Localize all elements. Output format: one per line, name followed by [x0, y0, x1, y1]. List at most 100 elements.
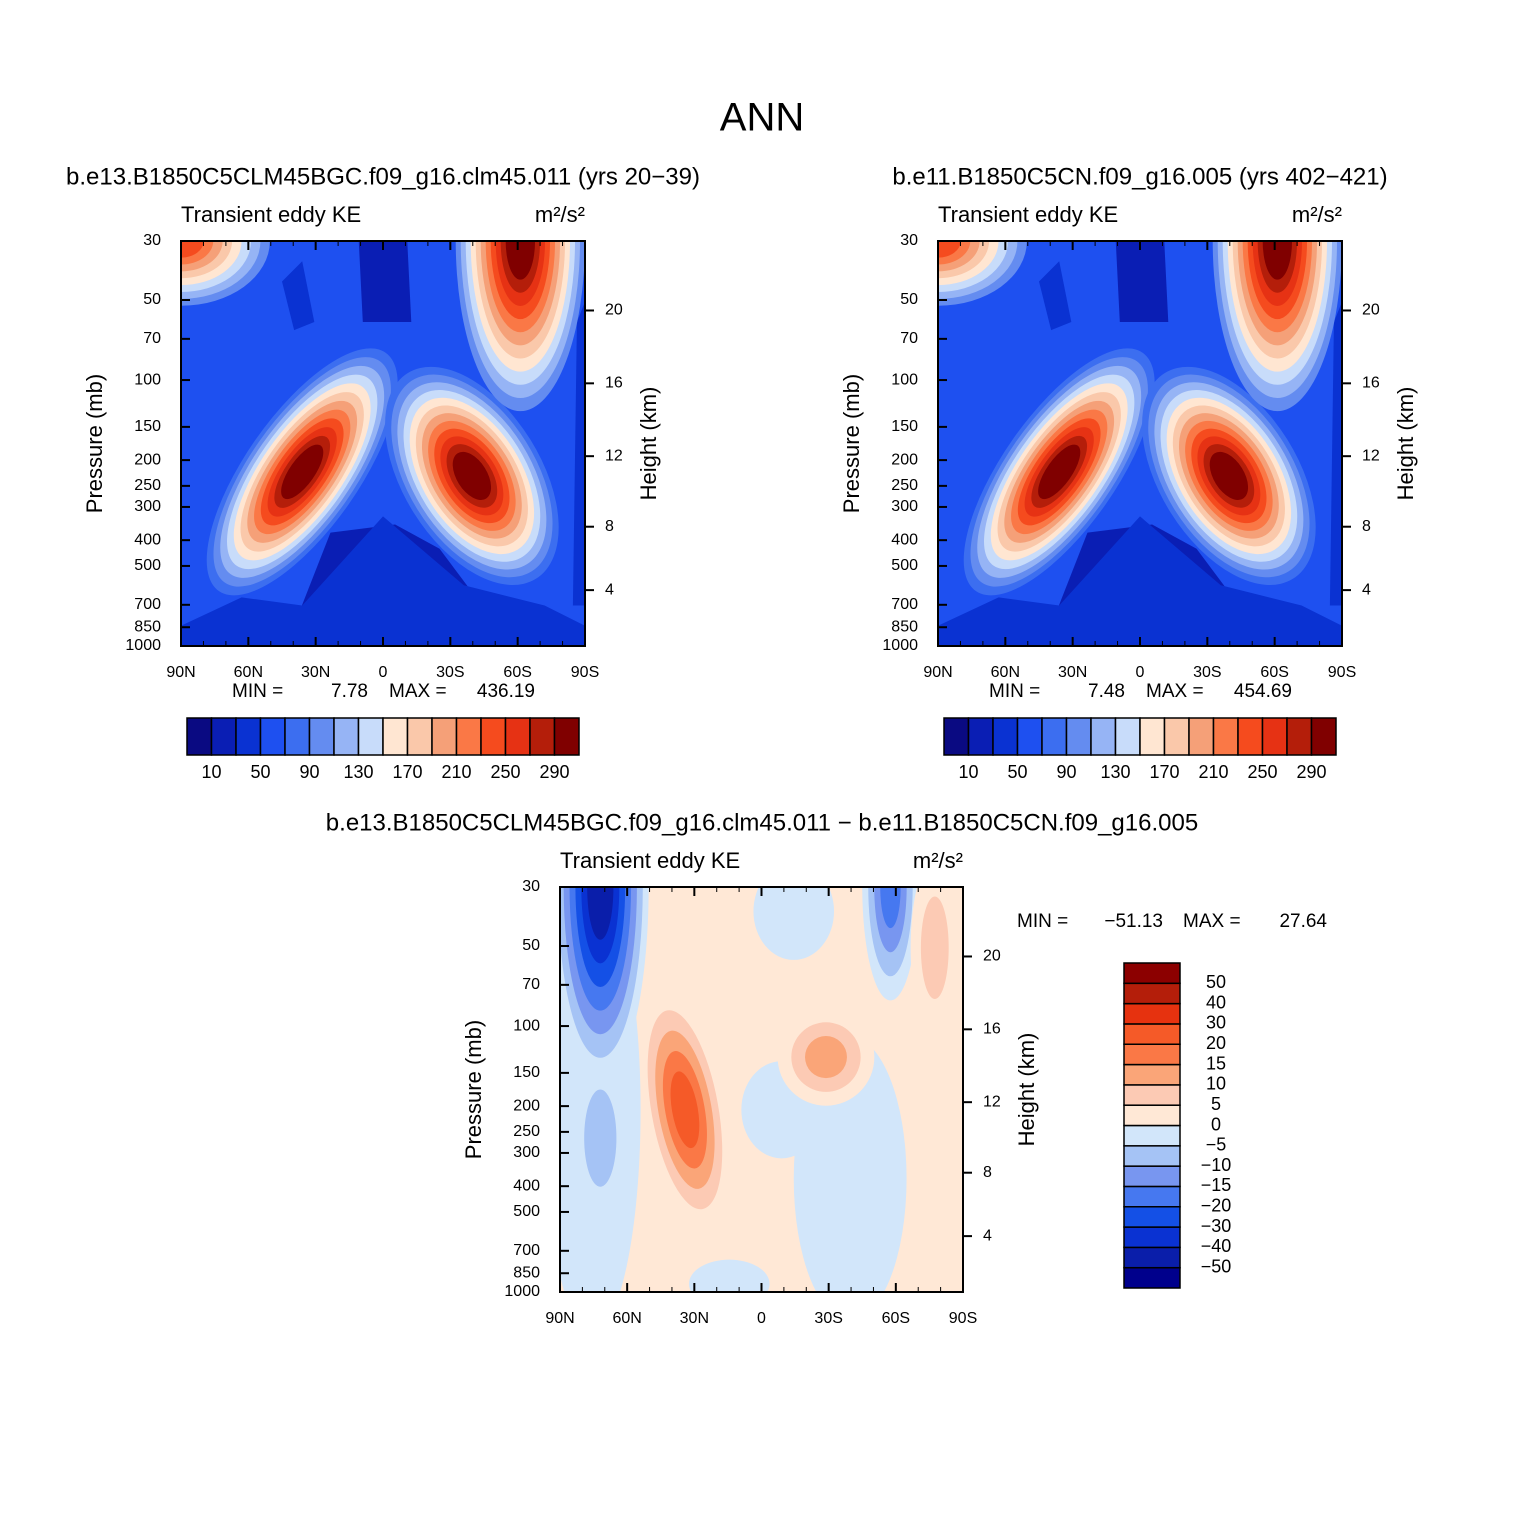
colorbar-box	[504, 717, 531, 756]
y2-tick-label: 16	[1362, 375, 1380, 392]
colorbar-label: −5	[1206, 1135, 1227, 1155]
max-value: 454.69	[1234, 681, 1292, 702]
y-tick-label: 150	[134, 418, 161, 435]
y-tick-label: 30	[522, 878, 540, 895]
y-tick-label: 250	[891, 477, 918, 494]
colorbar-box	[1123, 1023, 1181, 1045]
contour-fill	[753, 887, 835, 960]
y2-tick-label: 12	[605, 447, 623, 464]
contour-fill	[505, 241, 536, 280]
panel: b.e11.B1850C5CN.f09_g16.005 (yrs 402−421…	[839, 163, 1418, 782]
colorbar-box	[480, 717, 507, 756]
y-tick-label: 300	[134, 498, 161, 515]
units: m²/s²	[1292, 202, 1342, 227]
contour-fill	[1115, 241, 1169, 322]
colorbar-box	[1163, 717, 1190, 756]
x-tick-label: 30N	[1058, 664, 1087, 681]
panel-title: b.e13.B1850C5CLM45BGC.f09_g16.clm45.011 …	[66, 163, 700, 190]
y2-axis-title: Height (km)	[1014, 1033, 1039, 1147]
y-tick-label: 850	[891, 618, 918, 635]
y-tick-label: 250	[134, 477, 161, 494]
y-tick-label: 50	[900, 291, 918, 308]
max-label: MAX =	[1146, 681, 1204, 702]
x-tick-label: 60N	[991, 664, 1020, 681]
x-tick-label: 0	[757, 1310, 766, 1327]
y2-tick-label: 8	[605, 518, 614, 535]
min-label: MIN =	[1017, 911, 1068, 932]
min-value: 7.48	[1088, 681, 1125, 702]
contour-fill	[587, 887, 614, 940]
contour-fill	[805, 1036, 847, 1079]
contour-fill	[920, 896, 949, 999]
contour-fill	[1039, 261, 1072, 331]
contour-fill	[358, 241, 412, 322]
colorbar-label: 40	[1206, 992, 1226, 1012]
colorbar-label: 210	[441, 762, 471, 782]
colorbar-label: 170	[392, 762, 422, 782]
x-tick-label: 90N	[166, 664, 195, 681]
min-label: MIN =	[989, 681, 1040, 702]
x-tick-label: 0	[1136, 664, 1145, 681]
y-tick-label: 30	[143, 232, 161, 249]
y-tick-label: 300	[891, 498, 918, 515]
min-value: −51.13	[1104, 911, 1163, 932]
x-tick-label: 90N	[923, 664, 952, 681]
colorbar-box	[1123, 1246, 1181, 1269]
max-label: MAX =	[1183, 911, 1241, 932]
colorbar-label: 30	[1206, 1013, 1226, 1033]
colorbar-box	[357, 717, 384, 756]
contour-fill	[281, 444, 324, 500]
y-tick-label: 700	[513, 1242, 540, 1259]
y2-tick-label: 12	[983, 1093, 1001, 1110]
colorbar-label: 90	[299, 762, 319, 782]
x-tick-label: 0	[379, 664, 388, 681]
colorbar-label: 290	[1296, 762, 1326, 782]
y-axis-title: Pressure (mb)	[82, 374, 107, 513]
colorbar-box	[284, 717, 311, 756]
colorbar-label: 5	[1211, 1094, 1221, 1114]
y-tick-label: 500	[134, 557, 161, 574]
y-tick-label: 500	[891, 557, 918, 574]
colorbar-label: 290	[539, 762, 569, 782]
colorbar-box	[1237, 717, 1264, 756]
contour-field	[560, 887, 963, 1292]
x-tick-label: 60S	[503, 664, 531, 681]
colorbar-box	[1090, 717, 1117, 756]
x-tick-label: 60S	[1260, 664, 1288, 681]
y-tick-label: 50	[522, 937, 540, 954]
colorbar-box	[1123, 1063, 1181, 1086]
contour-fill	[1209, 451, 1249, 500]
colorbar-label: −40	[1201, 1236, 1232, 1256]
colorbar-box	[1065, 717, 1092, 756]
x-tick-label: 30S	[814, 1310, 842, 1327]
colorbar-box	[1123, 1084, 1181, 1106]
x-tick-label: 30N	[301, 664, 330, 681]
left-label: Transient eddy KE	[938, 202, 1118, 227]
colorbar-box	[1041, 717, 1068, 756]
colorbar-box	[186, 717, 213, 756]
y2-tick-label: 16	[983, 1021, 1001, 1038]
contour-fill	[282, 261, 315, 331]
colorbar-box	[1123, 1206, 1181, 1228]
max-value: 436.19	[477, 681, 535, 702]
y-tick-label: 500	[513, 1203, 540, 1220]
y-tick-label: 70	[522, 976, 540, 993]
colorbar-box	[1286, 717, 1313, 756]
y-tick-label: 200	[513, 1097, 540, 1114]
y-tick-label: 700	[891, 596, 918, 613]
contour-fill	[584, 1089, 617, 1187]
colorbar-box	[259, 717, 286, 756]
colorbar-box	[1123, 1165, 1181, 1188]
y-tick-label: 400	[891, 531, 918, 548]
y-tick-label: 400	[513, 1177, 540, 1194]
y2-tick-label: 4	[605, 581, 614, 598]
y-tick-label: 150	[513, 1064, 540, 1081]
contour-field	[938, 241, 1342, 646]
min-value: 7.78	[331, 681, 368, 702]
y-tick-label: 150	[891, 418, 918, 435]
y-tick-label: 70	[900, 330, 918, 347]
colorbar-box	[1123, 1185, 1181, 1208]
contour-fill	[1329, 301, 1342, 606]
colorbar-label: 0	[1211, 1114, 1221, 1134]
